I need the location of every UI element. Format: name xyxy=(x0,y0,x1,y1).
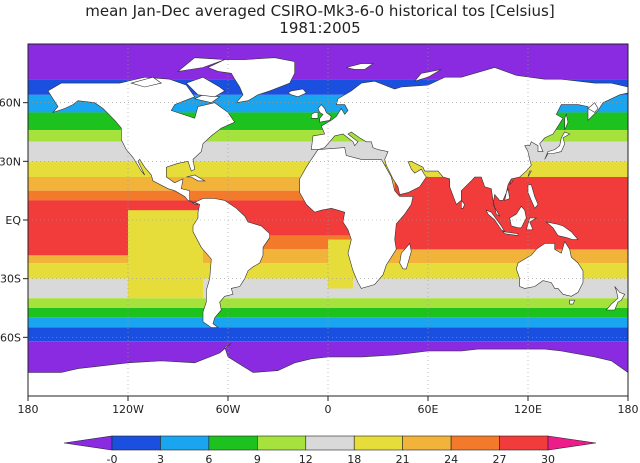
colorbar-label: 12 xyxy=(299,453,313,463)
x-tick-label: 180 xyxy=(18,403,39,416)
novaya-zemlya-landmass xyxy=(413,69,442,82)
borneo-landmass xyxy=(509,205,527,229)
tasmania-landmass xyxy=(569,299,576,305)
sst-band xyxy=(28,44,628,80)
sst-band xyxy=(28,317,628,328)
madagascar-landmass xyxy=(399,242,412,270)
land-mask xyxy=(28,57,628,396)
y-tick-label: 60S xyxy=(0,331,21,344)
sst-band xyxy=(28,327,628,342)
colorbar-label: 27 xyxy=(493,453,507,463)
britain-landmass xyxy=(317,104,332,123)
colorbar-segment xyxy=(499,435,549,451)
y-axis: 60N 30N EQ 30S 60S xyxy=(0,97,28,344)
x-tick-label: 60W xyxy=(216,403,241,416)
colorbar: -0 3 6 9 12 18 21 24 27 30 xyxy=(63,435,597,463)
sakhalin-landmass xyxy=(564,113,569,131)
africa-landmass xyxy=(299,147,414,289)
x-tick-label: 60E xyxy=(418,403,439,416)
cuba-landmass xyxy=(186,174,206,182)
sumatra-landmass xyxy=(485,209,506,233)
baffin-landmass xyxy=(185,76,226,98)
greenland-landmass xyxy=(207,57,296,104)
taiwan-landmass xyxy=(527,170,532,178)
eurasia-landmass xyxy=(310,67,628,217)
australia-landmass xyxy=(515,240,584,297)
map-subtitle: 1981:2005 xyxy=(279,19,361,37)
ellesmere-landmass xyxy=(176,57,225,72)
svalbard-landmass xyxy=(346,63,374,70)
colorbar-label: -0 xyxy=(107,453,118,463)
y-tick-label: 30N xyxy=(0,155,21,168)
x-tick-label: 0 xyxy=(325,403,332,416)
colorbar-segment xyxy=(111,435,161,451)
colorbar-segment xyxy=(353,435,403,451)
java-landmass xyxy=(502,231,519,236)
colorbar-label: 6 xyxy=(205,453,212,463)
colorbar-label: 9 xyxy=(254,453,261,463)
x-axis: 180 120W 60W 0 60E 120E 180 xyxy=(18,396,639,416)
sri-lanka-landmass xyxy=(460,199,466,209)
north-america-landmass xyxy=(47,76,236,205)
ireland-landmass xyxy=(310,112,319,119)
antarctica-landmass xyxy=(28,342,628,396)
sst-band xyxy=(28,298,628,308)
map-title: mean Jan-Dec averaged CSIRO-Mk3-6-0 hist… xyxy=(85,2,555,20)
philippines-landmass xyxy=(527,184,539,209)
victoria-island-landmass xyxy=(130,76,163,88)
kamchatka-fix-landmass xyxy=(587,102,599,113)
sst-region xyxy=(28,200,128,256)
hainan-landmass xyxy=(509,180,514,185)
colorbar-high-triangle xyxy=(547,435,597,451)
x-tick-label: 120W xyxy=(112,403,144,416)
x-tick-label: 180 xyxy=(618,403,639,416)
colorbar-segment xyxy=(305,435,355,451)
x-tick-label: 120E xyxy=(514,403,542,416)
new-zealand-landmass xyxy=(605,286,626,311)
sst-region xyxy=(394,176,628,250)
colorbar-segment xyxy=(450,435,500,451)
colorbar-segment xyxy=(208,435,258,451)
colorbar-segment xyxy=(257,435,307,451)
y-tick-label: 60N xyxy=(0,97,21,110)
colorbar-label: 24 xyxy=(444,453,458,463)
iceland-landmass xyxy=(287,88,307,98)
sst-region xyxy=(128,210,203,299)
colorbar-label: 18 xyxy=(347,453,361,463)
japan-landmass xyxy=(544,131,571,160)
y-tick-label: 30S xyxy=(0,273,21,286)
colorbar-segment xyxy=(160,435,210,451)
south-america-landmass xyxy=(192,198,271,328)
colorbar-segment xyxy=(402,435,452,451)
sst-region xyxy=(328,239,353,289)
new-guinea-landmass xyxy=(545,221,579,240)
colorbar-label: 21 xyxy=(396,453,410,463)
gridlines xyxy=(28,44,628,396)
y-tick-label: EQ xyxy=(5,214,21,227)
colorbar-low-triangle xyxy=(63,435,113,451)
colorbar-label: 3 xyxy=(157,453,164,463)
colorbar-label: 30 xyxy=(541,453,555,463)
